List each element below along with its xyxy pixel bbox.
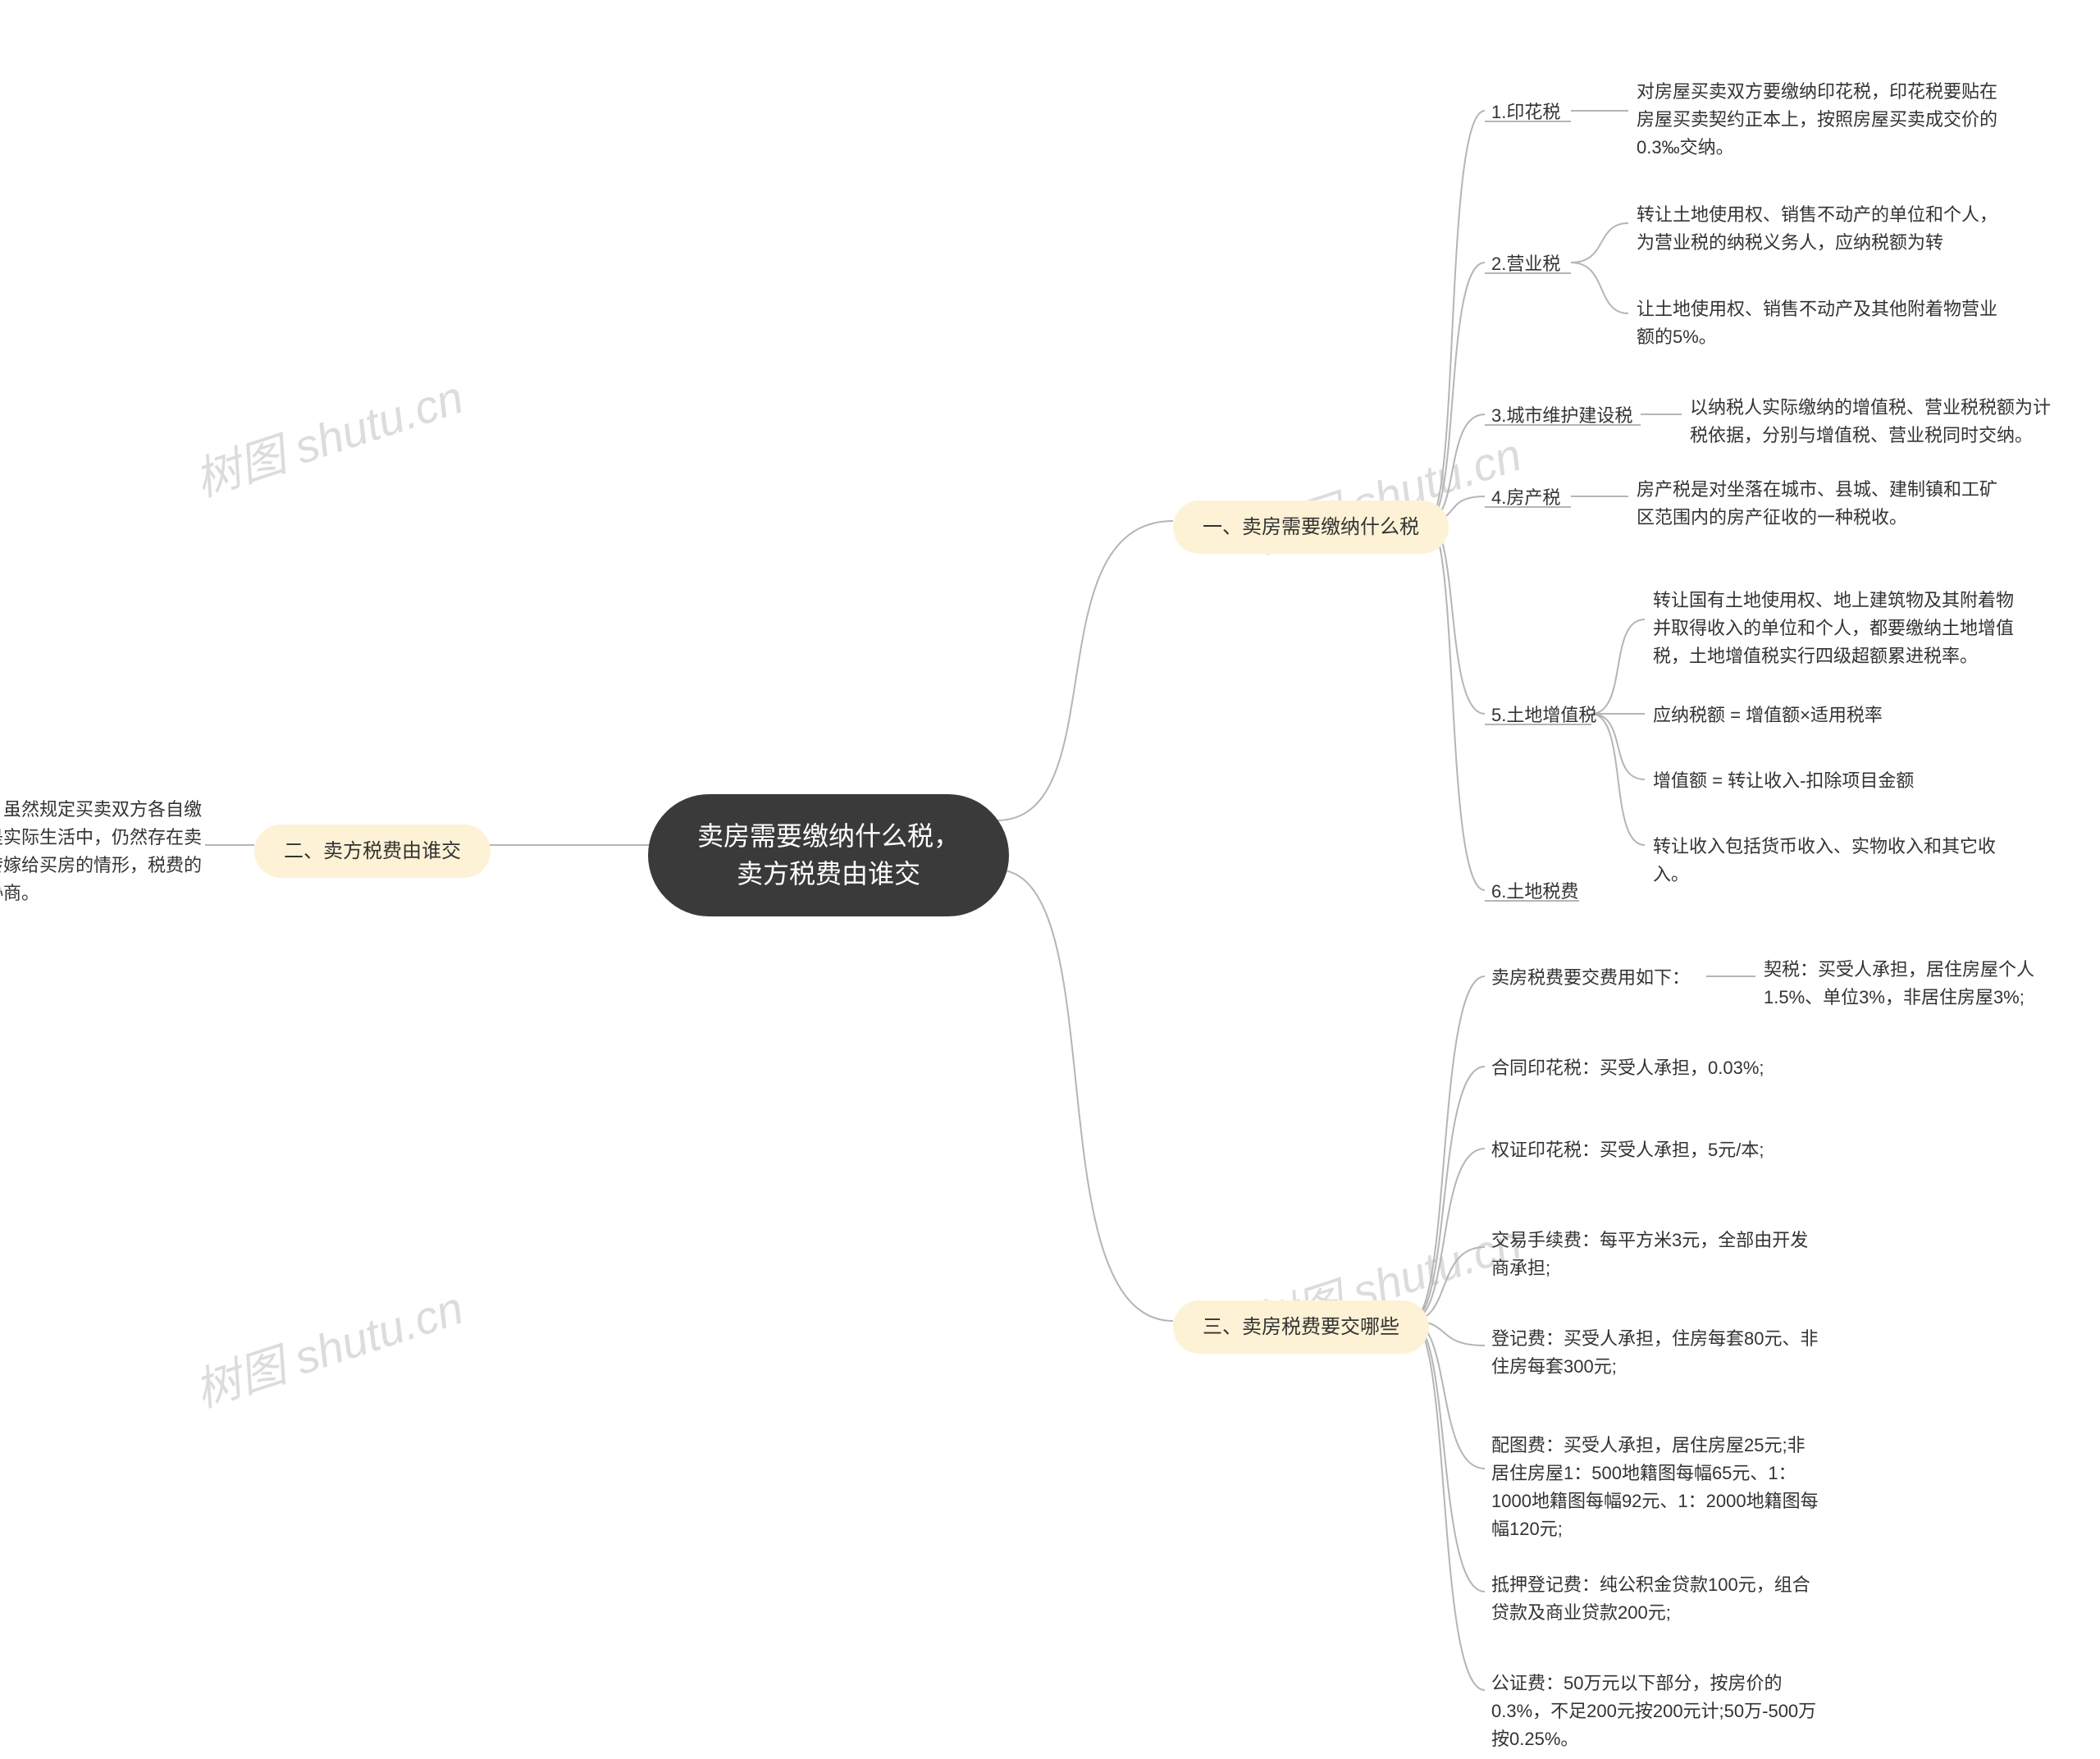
b3-i5: 登记费：买受人承担，住房每套80元、非住房每套300元; bbox=[1491, 1325, 1819, 1381]
b1-i2-d1: 转让土地使用权、销售不动产的单位和个人，为营业税的纳税义务人，应纳税额为转 bbox=[1637, 201, 1997, 257]
b1-i6-label: 6.土地税费 bbox=[1491, 878, 1578, 906]
b1-i4-detail: 房产税是对坐落在城市、县城、建制镇和工矿区范围内的房产征收的一种税收。 bbox=[1637, 476, 1997, 532]
b3-i2: 合同印花税：买受人承担，0.03%; bbox=[1491, 1054, 1764, 1082]
b1-i5-d3: 增值额 = 转让收入-扣除项目金额 bbox=[1653, 767, 1914, 795]
b1-i5-d2: 应纳税额 = 增值额×适用税率 bbox=[1653, 701, 1883, 729]
b1-i5-d1: 转让国有土地使用权、地上建筑物及其附着物并取得收入的单位和个人，都要缴纳土地增值… bbox=[1653, 587, 2014, 670]
b3-i1-detail: 契税：买受人承担，居住房屋个人1.5%、单位3%，非居住房屋3%; bbox=[1764, 956, 2092, 1012]
b3-i3: 权证印花税：买受人承担，5元/本; bbox=[1491, 1136, 1764, 1164]
b3-i7: 抵押登记费：纯公积金贷款100元，组合贷款及商业贷款200元; bbox=[1491, 1571, 1819, 1627]
b1-i2-label: 2.营业税 bbox=[1491, 250, 1560, 278]
b1-i2-d2: 让土地使用权、销售不动产及其他附着物营业额的5%。 bbox=[1637, 295, 1997, 351]
watermark: 树图 shutu.cn bbox=[185, 1272, 471, 1421]
b3-i1-label: 卖房税费要交费用如下： bbox=[1491, 964, 1690, 992]
watermark: 树图 shutu.cn bbox=[185, 361, 471, 510]
b3-i4: 交易手续费：每平方米3元，全部由开发商承担; bbox=[1491, 1227, 1819, 1282]
b1-i3-detail: 以纳税人实际缴纳的增值税、营业税税额为计税依据，分别与增值税、营业税同时交纳。 bbox=[1690, 394, 2051, 450]
branch-2: 二、卖方税费由谁交 bbox=[254, 825, 491, 878]
branch-1: 一、卖房需要缴纳什么税 bbox=[1173, 500, 1449, 554]
b3-i8: 公证费：50万元以下部分，按房价的0.3%，不足200元按200元计;50万-5… bbox=[1491, 1670, 1819, 1753]
b1-i3-label: 3.城市维护建设税 bbox=[1491, 402, 1632, 430]
b1-i5-label: 5.土地增值税 bbox=[1491, 701, 1596, 729]
root-node: 卖房需要缴纳什么税，卖方税费由谁交 bbox=[648, 794, 1009, 916]
b1-i5-d4: 转让收入包括货币收入、实物收入和其它收入。 bbox=[1653, 833, 2014, 889]
mindmap-canvas: 树图 shutu.cn 树图 shutu.cn 树图 shutu.cn 树图 s… bbox=[0, 0, 2100, 1759]
b1-i1-label: 1.印花税 bbox=[1491, 98, 1560, 126]
b1-i4-label: 4.房产税 bbox=[1491, 484, 1560, 512]
b3-i6: 配图费：买受人承担，居住房屋25元;非居住房屋1：500地籍图每幅65元、1：1… bbox=[1491, 1432, 1819, 1543]
b2-detail: 在卖房过程中，虽然规定买卖双方各自缴纳的税费，但是实际生活中，仍然存在卖方将所有… bbox=[0, 796, 205, 907]
b1-i1-detail: 对房屋买卖双方要缴纳印花税，印花税要贴在房屋买卖契约正本上，按照房屋买卖成交价的… bbox=[1637, 78, 1997, 162]
branch-3: 三、卖房税费要交哪些 bbox=[1173, 1300, 1429, 1354]
